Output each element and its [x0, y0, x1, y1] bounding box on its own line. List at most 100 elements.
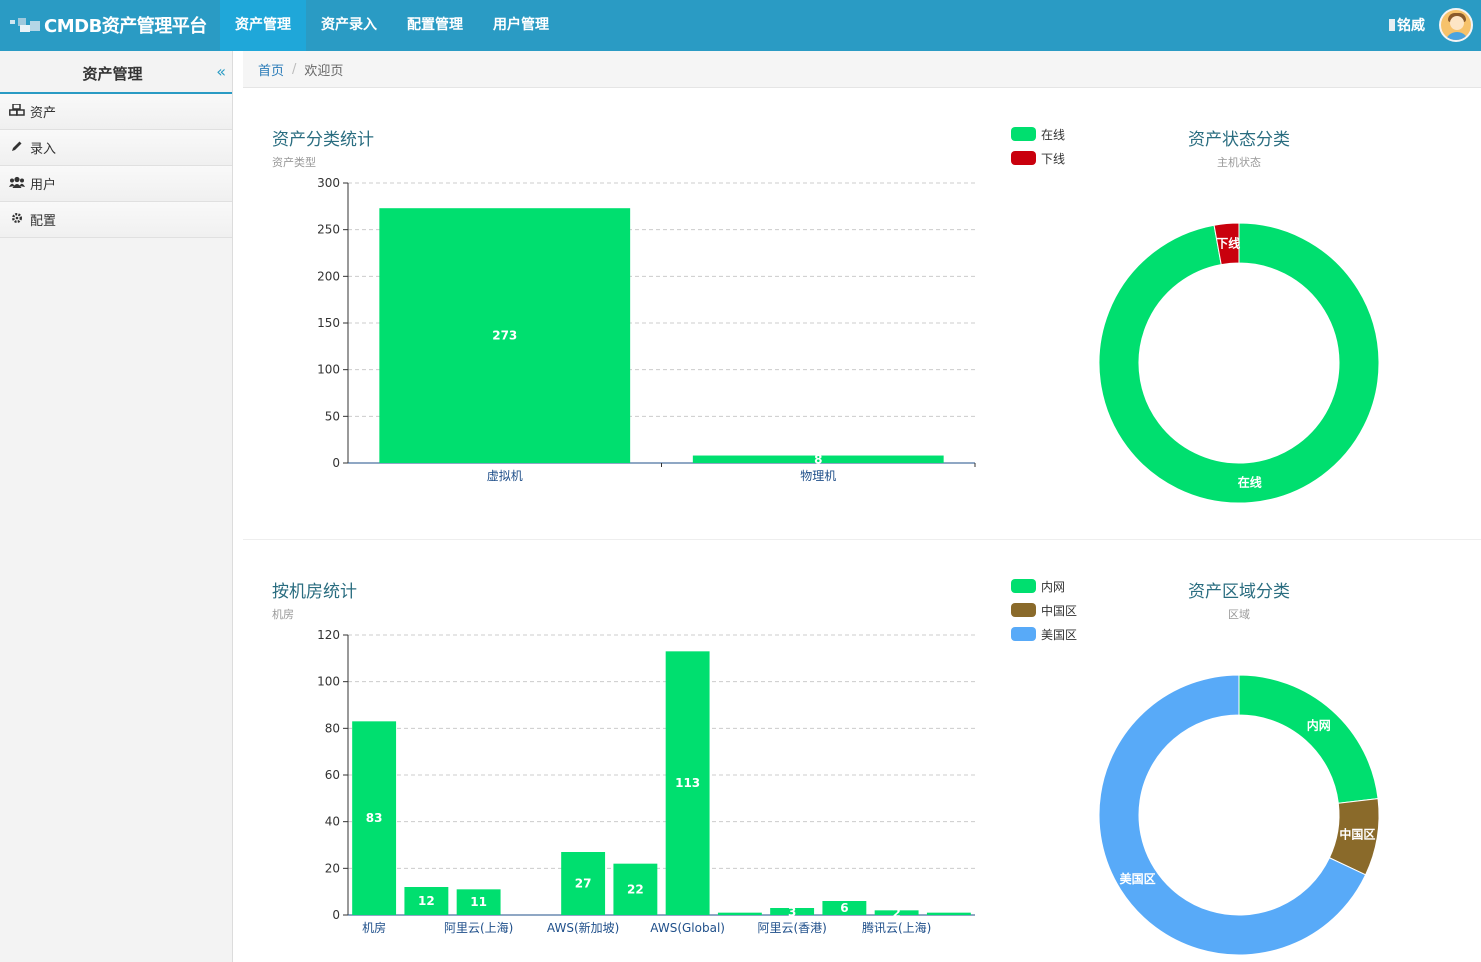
bar-value-label: 12 [418, 894, 435, 908]
bar [692, 455, 944, 463]
bar-value-label: 8 [814, 453, 822, 467]
bar-value-label: 6 [840, 901, 848, 915]
donut-slice [1098, 222, 1380, 504]
bar [352, 721, 397, 915]
nav-asset-management[interactable]: 资产管理 [220, 0, 306, 51]
sidebar-title: 资产管理 [82, 65, 143, 83]
section-divider [243, 539, 1481, 540]
donut-slice-label: 美国区 [1120, 871, 1156, 886]
breadcrumb: 首页 / 欢迎页 [243, 51, 1481, 88]
user-name-text: 铭威 [1397, 18, 1425, 34]
sidebar-item-label: 资产 [30, 106, 57, 121]
y-tick-label: 250 [317, 223, 340, 237]
gear-icon [9, 212, 25, 227]
donut-slice [1238, 674, 1379, 804]
datacenter-chart-subtitle: 机房 [272, 608, 294, 621]
y-tick-label: 20 [325, 861, 340, 875]
bar [717, 912, 762, 915]
legend-item-online[interactable]: 在线 [1011, 122, 1065, 146]
top-navbar: CMDB资产管理平台 资产管理 资产录入 配置管理 用户管理 铭威 [0, 0, 1481, 51]
x-tick-label: 机房 [362, 920, 386, 935]
bar-value-label: 2 [892, 906, 900, 920]
bar [561, 852, 606, 915]
donut-slice [1213, 222, 1240, 266]
app-logo[interactable]: CMDB资产管理平台 [8, 12, 207, 38]
sidebar-item-label: 录入 [30, 142, 57, 157]
nav-user-management[interactable]: 用户管理 [493, 17, 549, 33]
region-legend: 内网 中国区 美国区 [1011, 574, 1077, 646]
collapse-sidebar-icon[interactable]: « [216, 62, 226, 81]
donut-slice-label: 在线 [1238, 475, 1262, 490]
legend-item-offline[interactable]: 下线 [1011, 146, 1065, 170]
y-tick-label: 0 [332, 456, 340, 470]
breadcrumb-home-link[interactable]: 首页 [258, 63, 285, 79]
nav-config-management[interactable]: 配置管理 [407, 17, 463, 33]
bar-value-label: 113 [675, 776, 700, 790]
bar-value-label: 11 [470, 895, 487, 909]
donut-slice-label: 中国区 [1339, 826, 1375, 841]
bar [456, 889, 501, 915]
asset-type-chart-subtitle: 资产类型 [272, 156, 316, 169]
nav-asset-entry[interactable]: 资产录入 [321, 17, 377, 33]
legend-swatch [1011, 627, 1036, 641]
breadcrumb-separator: / [292, 61, 297, 77]
x-tick-label: AWS(新加坡) [547, 920, 619, 935]
y-tick-label: 100 [317, 675, 340, 689]
bar [665, 651, 710, 915]
y-tick-label: 300 [317, 176, 340, 190]
asset-status-donut-chart: 在线 下线 [1098, 222, 1380, 504]
legend-swatch [1011, 127, 1036, 141]
y-tick-label: 100 [317, 363, 340, 377]
y-tick-label: 0 [332, 908, 340, 922]
bar [874, 910, 919, 915]
y-tick-label: 150 [317, 316, 340, 330]
sidebar-item-users[interactable]: 用户 [0, 166, 232, 202]
logo-icon [8, 17, 42, 33]
y-tick-label: 200 [317, 269, 340, 283]
bar [404, 887, 449, 915]
y-tick-label: 60 [325, 768, 340, 782]
bar-value-label: 3 [788, 905, 796, 919]
app-title: CMDB资产管理平台 [44, 16, 207, 37]
avatar[interactable] [1439, 8, 1473, 42]
bar [926, 912, 971, 915]
asset-type-chart-title: 资产分类统计 [272, 130, 374, 150]
legend-swatch [1011, 151, 1036, 165]
sidebar-item-label: 配置 [30, 214, 57, 229]
sidebar: 资产管理 « 资产 录入 用户 配置 [0, 51, 233, 962]
cubes-icon [9, 103, 25, 119]
x-tick-label: 物理机 [800, 469, 836, 483]
x-tick-label: 阿里云(上海) [444, 920, 513, 935]
donut-slice-label: 内网 [1307, 717, 1331, 732]
sidebar-item-entry[interactable]: 录入 [0, 130, 232, 166]
legend-label: 美国区 [1041, 627, 1078, 642]
donut-slice [1098, 674, 1367, 956]
y-tick-label: 120 [317, 628, 340, 642]
legend-item-intranet[interactable]: 内网 [1011, 574, 1077, 598]
bar [770, 908, 815, 915]
users-icon [9, 176, 25, 191]
asset-type-bar-chart: 0 50 100 150 200 250 300 273 虚拟机 8 物理机 [317, 176, 976, 483]
bar [613, 863, 658, 915]
asset-status-chart-title: 资产状态分类 [1188, 130, 1290, 150]
user-icon [1389, 19, 1395, 31]
sidebar-item-assets[interactable]: 资产 [0, 94, 232, 130]
x-tick-label: 腾讯云(上海) [862, 920, 931, 935]
user-menu[interactable]: 铭威 [1389, 7, 1473, 43]
bar-value-label: 27 [575, 877, 592, 891]
y-tick-label: 50 [325, 409, 340, 423]
x-tick-label: 阿里云(香港) [757, 921, 826, 935]
y-tick-label: 80 [325, 721, 340, 735]
user-name[interactable]: 铭威 [1389, 15, 1425, 35]
sidebar-item-label: 用户 [30, 178, 57, 193]
sidebar-item-config[interactable]: 配置 [0, 202, 232, 238]
asset-status-legend: 在线 下线 [1011, 122, 1065, 170]
pencil-icon [9, 140, 25, 155]
legend-item-usa[interactable]: 美国区 [1011, 622, 1077, 646]
legend-label: 下线 [1041, 151, 1066, 166]
legend-swatch [1011, 579, 1036, 593]
legend-label: 在线 [1041, 127, 1066, 142]
datacenter-chart-title: 按机房统计 [272, 582, 357, 602]
bar [379, 208, 631, 463]
legend-item-china[interactable]: 中国区 [1011, 598, 1077, 622]
